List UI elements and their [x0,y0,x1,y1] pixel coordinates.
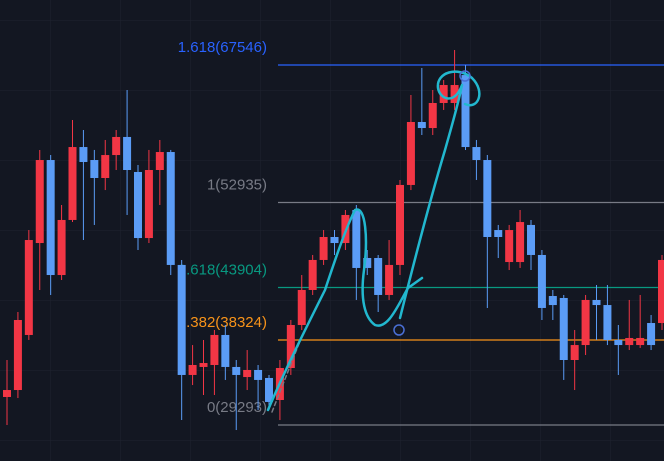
candle-body [537,254,546,308]
candle-body [308,259,317,290]
candle-body [134,171,142,239]
candle-body [265,377,273,402]
candle-body [3,390,11,397]
candle-body [614,339,623,346]
candle-body [461,75,470,148]
candle-body [232,366,241,375]
candle-body [406,122,415,185]
fib-level-label: 1(52935) [207,176,267,193]
candle-body [101,155,110,178]
candle-body [548,296,557,306]
candle-body [494,230,503,238]
candle-body [286,324,295,369]
candle-body [592,299,601,306]
hand-drawing [398,70,481,320]
candle-body [363,257,372,268]
candle-body [581,299,590,346]
candle-body [177,264,186,375]
candle-body [24,240,33,335]
anchor-point [459,70,471,82]
candle-body [374,257,383,295]
candle-body [188,364,197,375]
candles [3,50,664,431]
fib-level-label: 1.618(67546) [178,39,267,56]
candle-body [439,85,448,103]
fib-level-label: 0.382(38324) [178,314,267,331]
candle-body [57,219,66,276]
candle-body [35,160,44,244]
candle-body [352,209,361,268]
anchor-point [393,324,405,336]
candle-body [428,102,437,129]
candle-body [636,337,645,346]
fib-level-label: 0.618(43904) [178,261,267,278]
candle-body [570,345,579,361]
candle-body [516,222,525,263]
candle-body [450,85,459,103]
candle-body [297,289,306,325]
candle-body [112,136,121,156]
candle-body [319,237,328,260]
drawings [266,70,481,413]
candle-body [396,184,404,265]
candle-body [472,147,481,161]
candle-body [483,160,492,238]
candle-body [559,297,568,361]
candle-body [385,264,394,295]
hand-drawing [266,208,424,412]
candle-body [647,323,656,346]
candle-body [79,147,88,162]
fib-levels: 1.618(67546) 1(52935) 0.618(43904) 0.382(38… [178,39,664,426]
candle-body [330,237,339,244]
candle-body [603,305,612,340]
trend-line [271,335,303,413]
candle-body [166,152,175,265]
candle-body [13,320,22,391]
candle-body [254,369,263,380]
fib-level-label: 0(29293) [207,399,267,416]
candle-body [155,152,164,170]
candle-body [658,259,664,324]
candle-body [221,334,230,367]
candle-body [68,147,77,220]
candle-body [505,230,514,263]
candle-body [527,224,535,255]
candle-body [123,136,132,170]
candle-body [417,122,426,129]
candle-body [625,337,634,346]
candle-body [243,369,252,378]
candle-body [210,334,219,365]
candle-body [90,160,99,178]
candle-body [144,169,153,239]
candle-body [199,363,208,367]
candle-body [46,160,55,276]
